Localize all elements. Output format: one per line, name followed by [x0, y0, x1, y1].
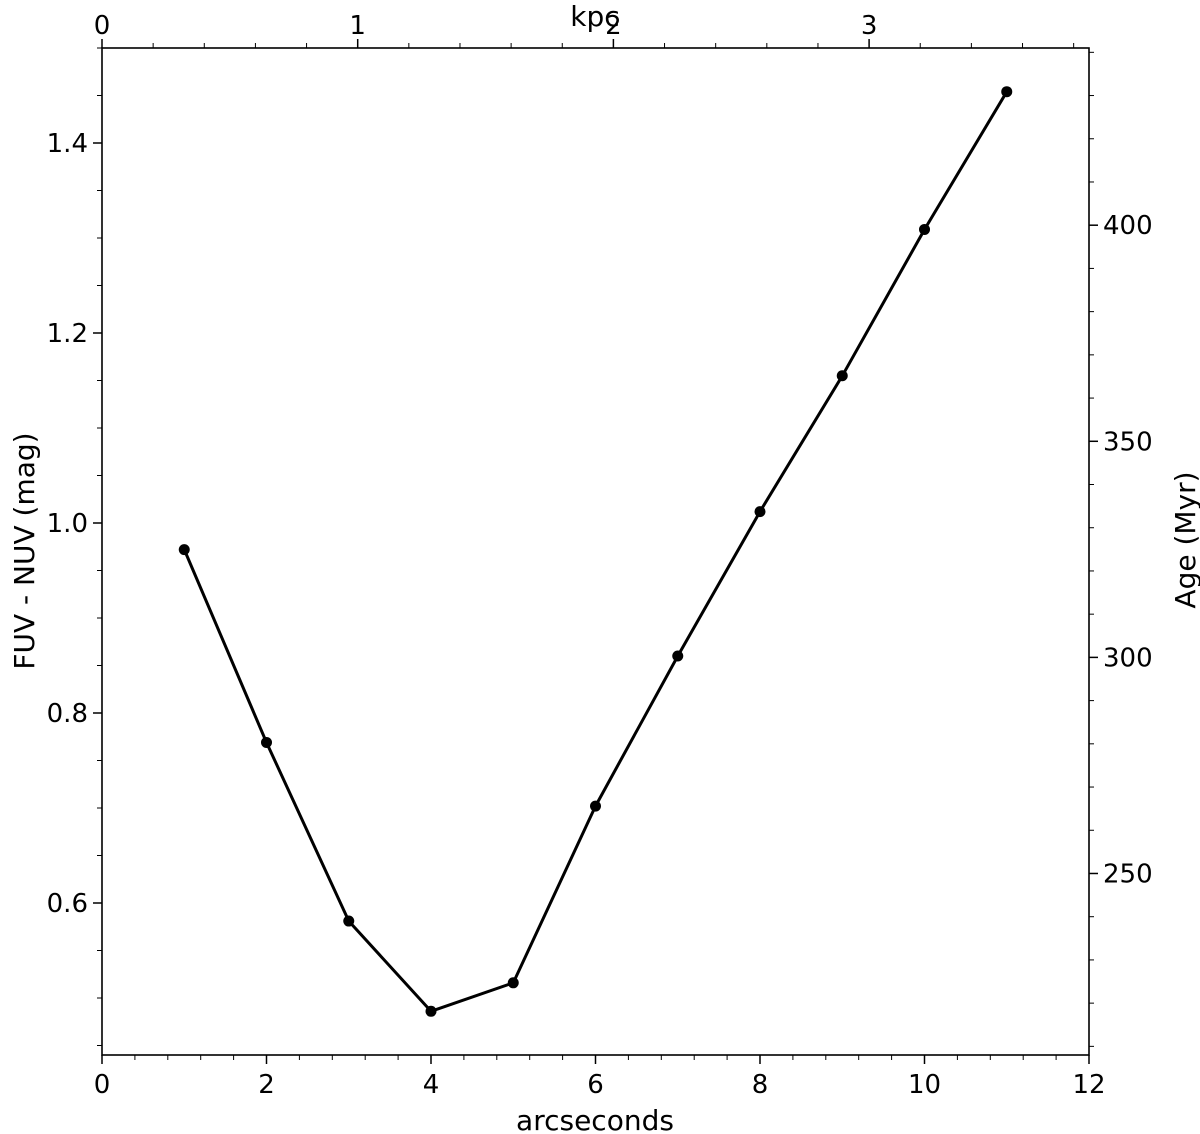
x-tick-label: 4	[423, 1070, 440, 1100]
data-point	[261, 736, 272, 748]
y-axis-title: FUV - NUV (mag)	[8, 432, 41, 669]
data-point	[425, 1005, 437, 1017]
y-tick-label: 0.8	[47, 699, 88, 729]
data-point	[919, 223, 930, 235]
top-x-tick-label: 0	[94, 11, 111, 41]
x-tick-label: 8	[752, 1070, 769, 1100]
x-tick-label: 2	[258, 1070, 275, 1100]
data-point	[507, 977, 519, 989]
data-point	[836, 370, 848, 382]
data-point	[590, 800, 601, 812]
x-tick-label: 0	[94, 1070, 111, 1100]
top-x-tick-label: 3	[861, 11, 878, 41]
data-point	[1001, 86, 1013, 98]
y-tick-label: 0.6	[47, 889, 88, 919]
x-tick-label: 6	[587, 1070, 604, 1100]
right-y-tick-label: 250	[1103, 859, 1153, 889]
right-y-tick-label: 300	[1103, 643, 1153, 673]
top-x-tick-label: 1	[349, 11, 366, 41]
right-y-tick-label: 350	[1103, 427, 1153, 457]
top-x-tick-label: 2	[605, 11, 622, 41]
right-y-axis-title: Age (Myr)	[1169, 471, 1200, 608]
x-tick-label: 12	[1072, 1070, 1105, 1100]
top-x-axis-title: kpc	[570, 0, 619, 33]
y-tick-label: 1.2	[47, 319, 88, 349]
data-point	[672, 650, 684, 662]
x-axis-title: arcseconds	[516, 1104, 674, 1134]
right-y-tick-label: 400	[1103, 211, 1153, 241]
series-line	[182, 90, 1009, 1013]
data-point	[178, 544, 190, 556]
x-tick-label: 10	[908, 1070, 941, 1100]
y-tick-label: 1.0	[47, 509, 88, 539]
series-layer	[178, 86, 1013, 1017]
data-point	[343, 915, 355, 927]
data-point	[754, 506, 766, 518]
y-tick-label: 1.4	[47, 129, 88, 159]
